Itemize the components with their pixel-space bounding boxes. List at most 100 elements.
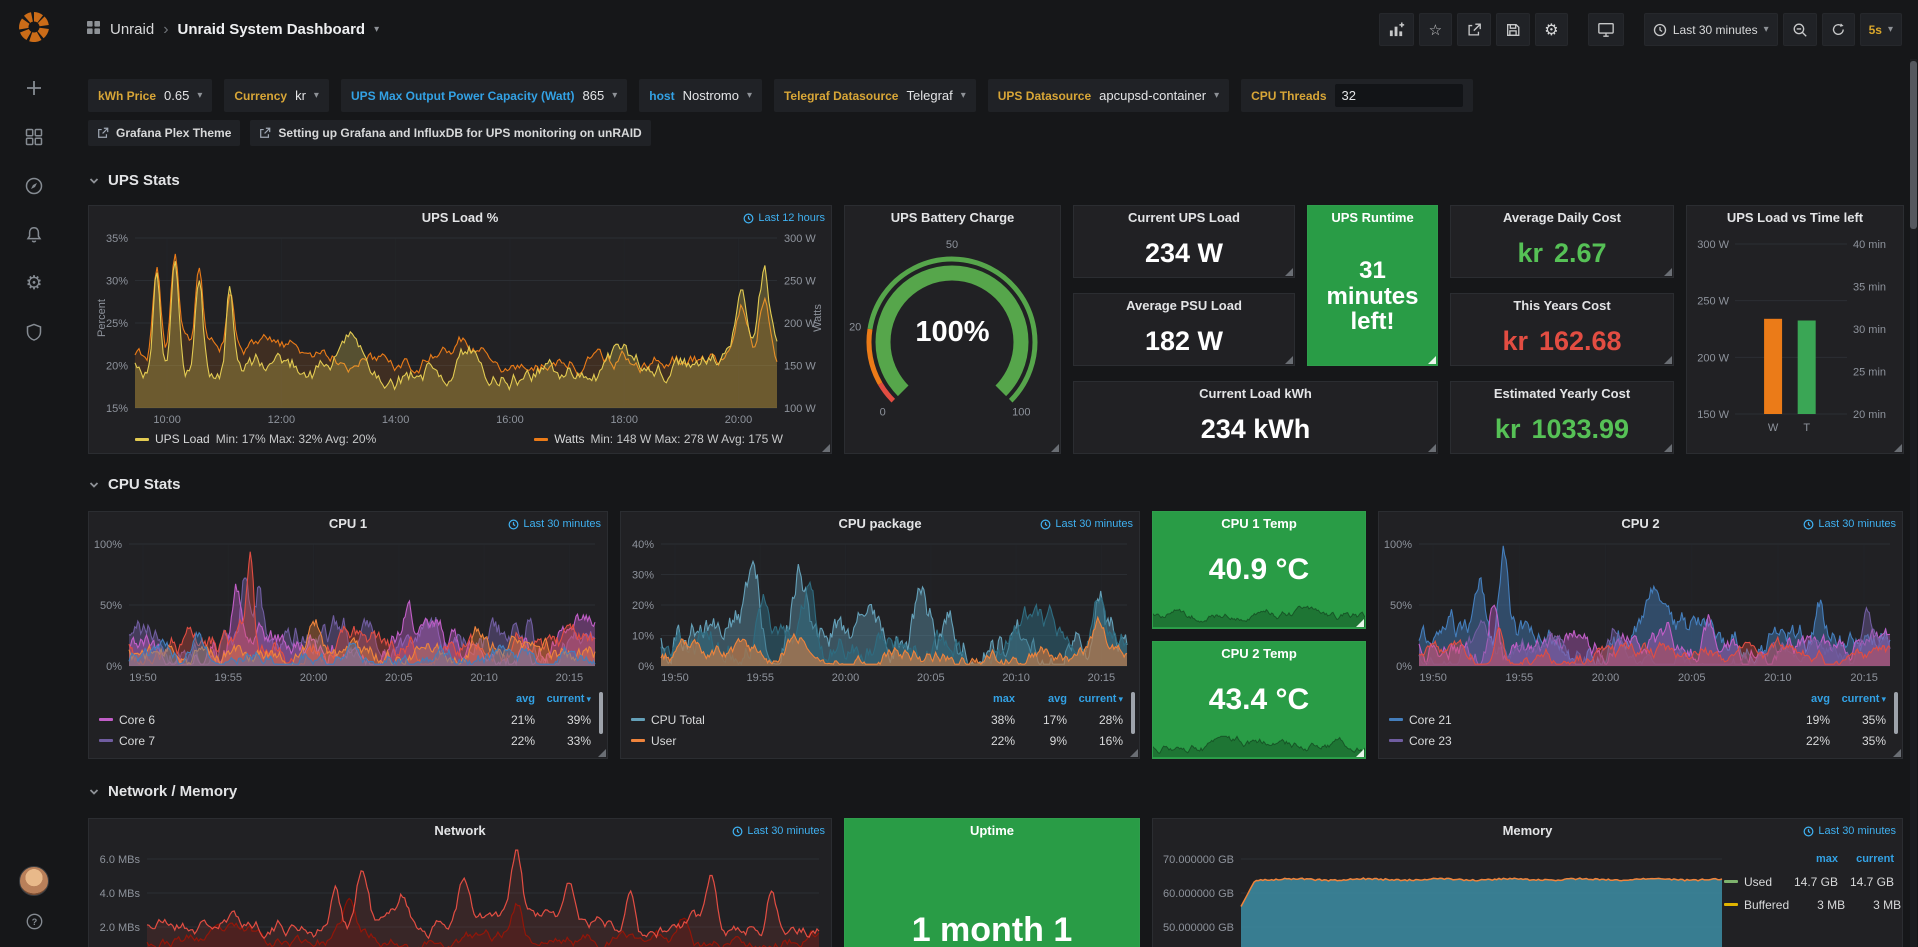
ups-load-vs-time-chart[interactable]: 300 W 250 W 200 W 150 W 40 min 35 min 30 min 25… — [1687, 230, 1903, 440]
explore-compass-icon[interactable] — [24, 176, 44, 196]
svg-text:40%: 40% — [632, 539, 654, 551]
svg-text:150 W: 150 W — [784, 361, 816, 373]
legend-scrollbar[interactable] — [1131, 692, 1135, 734]
configuration-gear-icon[interactable]: ⚙ — [25, 272, 43, 294]
panel-title[interactable]: Network — [434, 823, 486, 838]
svg-text:T: T — [1803, 422, 1810, 434]
svg-text:35%: 35% — [106, 233, 128, 245]
svg-text:19:55: 19:55 — [1506, 672, 1534, 684]
panel-title[interactable]: Memory — [1502, 823, 1553, 838]
dashboards-icon[interactable] — [24, 127, 44, 147]
cpu-threads-input[interactable]: 32 — [1334, 84, 1463, 107]
save-button[interactable] — [1495, 13, 1530, 46]
legend-item[interactable]: UPS Load Min: 17% Max: 32% Avg: 20% — [135, 432, 376, 446]
legend-scrollbar[interactable] — [599, 692, 603, 734]
svg-text:300 W: 300 W — [784, 233, 816, 245]
variable-currency[interactable]: Currency kr ▾ — [224, 79, 329, 112]
external-link-icon — [98, 127, 109, 138]
variable-kwh-price[interactable]: kWh Price 0.65 ▾ — [88, 79, 213, 112]
svg-text:?: ? — [31, 917, 37, 927]
add-panel-button[interactable] — [1378, 13, 1414, 46]
ups-load-chart[interactable]: 10:00 12:00 14:00 16:00 18:00 20:00 35% 30% 25% 2… — [89, 230, 831, 428]
svg-text:200 W: 200 W — [1697, 352, 1729, 364]
help-icon[interactable]: ? — [25, 912, 44, 931]
dashboard-links-row: Grafana Plex Theme Setting up Grafana an… — [88, 120, 1903, 146]
panel-title[interactable]: CPU 2 Temp — [1221, 646, 1297, 661]
caret-down-icon[interactable]: ▾ — [374, 24, 380, 35]
panel-title[interactable]: CPU 1 Temp — [1221, 516, 1297, 531]
panel-title[interactable]: UPS Load vs Time left — [1726, 210, 1864, 225]
svg-text:10%: 10% — [632, 631, 654, 643]
zoom-out-button[interactable] — [1782, 13, 1817, 46]
svg-text:250 W: 250 W — [1697, 296, 1729, 308]
refresh-button[interactable] — [1821, 13, 1855, 46]
panel-title[interactable]: Uptime — [969, 823, 1015, 838]
variable-value: Nostromo — [682, 88, 739, 103]
legend-scrollbar[interactable] — [1894, 692, 1898, 734]
panel-title[interactable]: Average PSU Load — [1126, 298, 1242, 313]
server-admin-shield-icon[interactable] — [24, 322, 44, 342]
time-range-picker[interactable]: Last 30 minutes ▾ — [1643, 13, 1778, 46]
create-plus-icon[interactable] — [24, 78, 44, 98]
stat-value: 182 W — [1144, 326, 1224, 356]
refresh-interval-picker[interactable]: 5s ▾ — [1859, 13, 1902, 46]
legend-item[interactable]: Watts Min: 148 W Max: 278 W Avg: 175 W — [534, 432, 783, 446]
panel-title[interactable]: Current Load kWh — [1199, 386, 1312, 401]
svg-text:20%: 20% — [106, 361, 128, 373]
panel-title[interactable]: This Years Cost — [1513, 298, 1611, 313]
variable-host[interactable]: host Nostromo ▾ — [639, 79, 762, 112]
svg-text:20:05: 20:05 — [1678, 672, 1706, 684]
grafana-logo-icon[interactable] — [17, 10, 51, 44]
panel-title[interactable]: CPU 1 — [328, 516, 368, 531]
share-button[interactable] — [1456, 13, 1491, 46]
dashboard-title[interactable]: Unraid System Dashboard — [177, 21, 366, 38]
legend-row: User 22% 9% 16% — [631, 730, 1123, 751]
variable-ups-max-output[interactable]: UPS Max Output Power Capacity (Watt) 865… — [340, 79, 628, 112]
panel-title[interactable]: UPS Battery Charge — [890, 210, 1015, 225]
star-button[interactable]: ☆ — [1418, 13, 1452, 46]
caret-down-icon: ▾ — [197, 90, 203, 101]
svg-text:19:55: 19:55 — [746, 672, 774, 684]
dashboard-settings-button[interactable]: ⚙ — [1534, 13, 1568, 46]
panel-time-label: Last 30 minutes — [1803, 819, 1896, 843]
stat-value: 31 minutes left! — [1326, 256, 1419, 336]
section-ups-stats[interactable]: UPS Stats — [88, 172, 1903, 189]
link-ups-monitoring-guide[interactable]: Setting up Grafana and InfluxDB for UPS … — [250, 120, 651, 146]
alerting-bell-icon[interactable] — [24, 225, 44, 245]
variable-telegraf-datasource[interactable]: Telegraf Datasource Telegraf ▾ — [773, 79, 976, 112]
legend-row: Used 14.7 GB 14.7 GB — [1724, 870, 1894, 893]
variable-ups-datasource[interactable]: UPS Datasource apcupsd-container ▾ — [987, 79, 1230, 112]
svg-text:25%: 25% — [106, 318, 128, 330]
user-avatar[interactable] — [19, 866, 49, 896]
svg-text:20:15: 20:15 — [1088, 672, 1116, 684]
time-range-label: Last 30 minutes — [1672, 22, 1758, 37]
page-scrollbar[interactable] — [1910, 59, 1917, 947]
breadcrumb-app[interactable]: Unraid — [110, 21, 155, 38]
memory-chart[interactable]: 70.000000 GB 60.000000 GB 50.000000 GB — [1153, 843, 1728, 947]
panel-cpu1: CPU 1 Last 30 minutes 19:50 19:55 20:00 20:… — [88, 511, 608, 759]
panel-title[interactable]: UPS Load % — [421, 210, 499, 225]
variable-value: apcupsd-container — [1099, 88, 1207, 103]
apps-grid-icon[interactable] — [86, 20, 101, 39]
caret-down-icon: ▾ — [612, 90, 618, 101]
panel-title[interactable]: CPU 2 — [1621, 516, 1660, 531]
svg-text:20:00: 20:00 — [725, 414, 753, 426]
clock-icon — [508, 519, 519, 529]
panel-title[interactable]: UPS Runtime — [1331, 210, 1414, 225]
panel-title[interactable]: CPU package — [838, 516, 922, 531]
scrollbar-thumb[interactable] — [1910, 61, 1917, 229]
link-grafana-plex-theme[interactable]: Grafana Plex Theme — [88, 120, 241, 146]
cpu-package-chart[interactable]: 19:50 19:55 20:00 20:05 20:10 20:15 40% 30% 20% 1… — [621, 536, 1139, 686]
panel-title[interactable]: Estimated Yearly Cost — [1493, 386, 1631, 401]
section-network-memory[interactable]: Network / Memory — [88, 783, 1903, 800]
cpu1-chart[interactable]: 19:50 19:55 20:00 20:05 20:10 20:15 100% 50% 0% — [89, 536, 607, 686]
clock-icon — [743, 213, 754, 223]
y-axis-label-left: Percent — [96, 299, 108, 337]
svg-text:20:10: 20:10 — [470, 672, 498, 684]
cycle-view-tv-button[interactable] — [1587, 13, 1624, 46]
network-chart[interactable]: 6.0 MBs 4.0 MBs 2.0 MBs — [89, 843, 831, 947]
panel-title[interactable]: Average Daily Cost — [1502, 210, 1621, 225]
section-cpu-stats[interactable]: CPU Stats — [88, 476, 1903, 493]
cpu2-chart[interactable]: 19:50 19:55 20:00 20:05 20:10 20:15 100% 50% 0% — [1379, 536, 1902, 686]
panel-title[interactable]: Current UPS Load — [1128, 210, 1240, 225]
